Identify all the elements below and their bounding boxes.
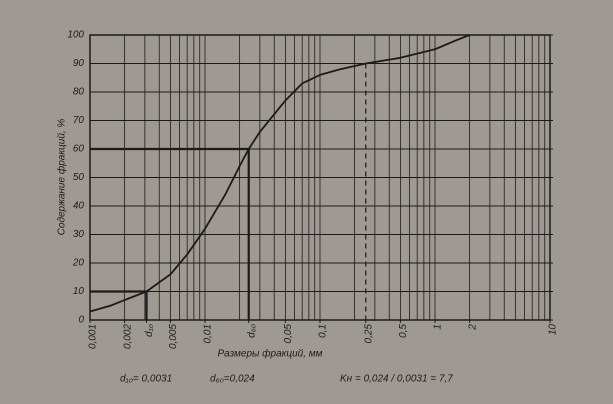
y-tick-label: 80	[73, 87, 85, 98]
x-tick-label: 2	[467, 324, 478, 331]
y-tick-label: 70	[73, 115, 85, 126]
x-tick-label: 1	[433, 324, 444, 330]
x-tick-label: 0,005	[168, 324, 179, 349]
plot-frame	[89, 34, 551, 321]
y-tick-label: 50	[73, 172, 85, 183]
x-tick-label: 0,25	[363, 324, 374, 344]
curve	[89, 34, 470, 313]
x-tick-label: 0,001	[88, 324, 99, 349]
x-tick-label: 10	[548, 324, 559, 336]
x-tick-label: 0,1	[318, 324, 329, 338]
x-tick-label: 0,01	[203, 324, 214, 343]
y-axis-title: Содержание фракций, %	[56, 119, 68, 236]
annotation: d₆₀=0,024	[210, 374, 255, 385]
y-tick-label: 30	[73, 229, 85, 240]
annotation: d₁₀= 0,0031	[120, 374, 172, 385]
y-tick-label: 90	[73, 58, 85, 69]
y-tick-label: 40	[73, 201, 85, 212]
x-axis-title: Размеры фракций, мм	[218, 348, 323, 360]
y-tick-label: 0	[78, 315, 84, 326]
x-tick-label: 0,002	[122, 324, 133, 349]
x-tick-label: d₆₀	[246, 324, 257, 338]
y-tick-label: 60	[73, 144, 85, 155]
x-tick-label: d₁₀	[144, 324, 155, 337]
y-tick-label: 100	[67, 30, 84, 41]
y-tick-label: 20	[72, 258, 85, 269]
y-tick-label: 10	[73, 286, 85, 297]
x-tick-label: 0,05	[283, 324, 294, 344]
annotation: Kн = 0,024 / 0,0031 = 7,7	[340, 374, 453, 385]
x-tick-label: 0,5	[398, 324, 409, 338]
